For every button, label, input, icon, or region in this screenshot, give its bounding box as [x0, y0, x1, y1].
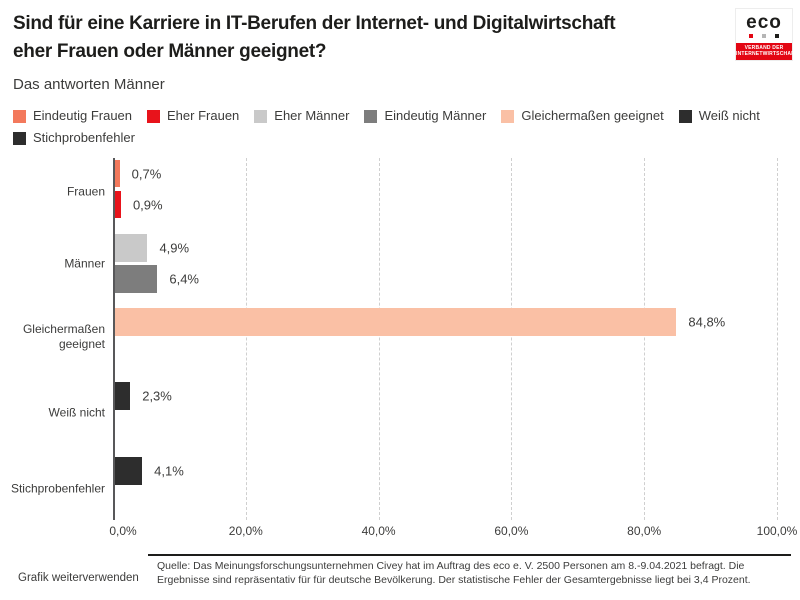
bar-Eindeutig Frauen	[115, 160, 120, 187]
bar-Eher Frauen	[115, 191, 121, 218]
legend-item: Stichprobenfehler	[13, 130, 135, 146]
eco-logo-tagline-line1: VERBAND DER	[744, 45, 784, 51]
bar-Eher Männer	[115, 234, 148, 262]
reuse-graphic-link[interactable]: Grafik weiterverwenden	[18, 572, 139, 584]
eco-logo-top: eco	[736, 9, 792, 43]
legend-item: Eindeutig Frauen	[13, 108, 132, 124]
x-axis-tick-label: 20,0%	[228, 524, 263, 538]
legend-item-label: Eher Frauen	[167, 108, 240, 123]
x-axis-tick-label: 100,0%	[756, 524, 798, 538]
legend-swatch	[147, 109, 161, 123]
gridline-80,0%	[644, 158, 646, 520]
x-axis-tick-label: 60,0%	[494, 524, 529, 538]
legend-item-label: Gleichermaßen geeignet	[521, 108, 664, 123]
source-note: Quelle: Das Meinungsforschungsunternehme…	[157, 560, 751, 586]
legend-item: Weiß nicht	[678, 108, 760, 124]
legend-swatch	[678, 109, 692, 123]
bar-value-label: 84,8%	[688, 314, 726, 330]
legend-swatch	[364, 109, 378, 123]
category-label-Stichprobenfehler: Stichprobenfehler	[10, 481, 105, 496]
y-axis-line	[113, 158, 115, 520]
legend-item-label: Eher Männer	[274, 108, 350, 123]
x-axis-tick-label: 0,0%	[109, 524, 137, 538]
eco-logo: eco VERBAND DER INTERNETWIRTSCHAFT	[735, 8, 798, 61]
page-subtitle: Das antworten Männer	[13, 76, 165, 93]
footer-divider	[148, 554, 791, 556]
eco-logo-wordmark: eco	[746, 12, 782, 33]
legend-swatch	[13, 131, 26, 145]
legend-item-label: Stichprobenfehler	[33, 130, 135, 145]
page-title-line1: Sind für eine Karriere in IT-Berufen der…	[13, 13, 616, 34]
legend-item: Eher Frauen	[147, 108, 239, 124]
chart-legend: Eindeutig Frauen Eher Frauen Eher Männer Ei…	[13, 108, 793, 152]
bar-Stichprobenfehler	[115, 457, 143, 485]
bar-Eindeutig Männer	[115, 265, 158, 293]
category-label-Gleichermaßen geeignet: Gleichermaßen geeignet	[22, 322, 105, 351]
bar-value-label: 0,7%	[131, 166, 162, 181]
gridline-100,0%	[777, 158, 778, 520]
bar-value-label: 4,1%	[154, 463, 184, 479]
eco-logo-tagline: VERBAND DER INTERNETWIRTSCHAFT	[736, 43, 798, 60]
legend-item-label: Eindeutig Männer	[384, 108, 487, 123]
legend-swatch	[254, 109, 268, 123]
legend-swatch	[13, 109, 26, 123]
category-label-Weiß nicht: Weiß nicht	[48, 405, 105, 420]
bar-value-label: 4,9%	[159, 240, 190, 256]
page-title-line2: eher Frauen oder Männer geeignet?	[13, 41, 327, 62]
legend-row-1: Eindeutig Frauen Eher Frauen Eher Männer Ei…	[13, 108, 793, 124]
eco-logo-dot-1	[749, 34, 753, 38]
eco-logo-tagline-line2: INTERNETWIRTSCHAFT	[736, 51, 798, 57]
bar-Gleichermaßen geeignet	[115, 308, 677, 336]
eco-logo-dots	[749, 34, 779, 38]
bar-value-label: 6,4%	[169, 271, 199, 287]
plot-area: 0,7% 0,9% Frauen 4,9% 6,4% Männer 84,8% Gleiche…	[0, 158, 800, 558]
bar-value-label: 2,3%	[142, 388, 172, 404]
page-title: Sind für eine Karriere in IT-Berufen der…	[13, 10, 616, 66]
legend-item-label: Weiß nicht	[698, 108, 760, 123]
gridline-40,0%	[378, 158, 380, 520]
bar-Weiß nicht	[115, 382, 131, 410]
category-label-Frauen: Frauen	[66, 184, 105, 199]
category-label-Männer: Männer	[64, 256, 105, 271]
legend-item-label: Eindeutig Frauen	[33, 108, 133, 123]
bar-value-label: 0,9%	[132, 197, 163, 212]
legend-item: Eher Männer	[254, 108, 349, 124]
legend-item: Gleichermaßen geeignet	[501, 108, 664, 124]
x-axis-tick-label: 40,0%	[361, 524, 396, 538]
gridline-20,0%	[245, 158, 247, 520]
eco-logo-dot-2	[762, 34, 766, 38]
legend-row-2: Stichprobenfehler	[13, 130, 793, 146]
legend-swatch	[501, 109, 515, 123]
eco-logo-dot-3	[775, 34, 779, 38]
x-axis-tick-label: 80,0%	[627, 524, 662, 538]
gridline-60,0%	[511, 158, 513, 520]
legend-item: Eindeutig Männer	[364, 108, 486, 124]
